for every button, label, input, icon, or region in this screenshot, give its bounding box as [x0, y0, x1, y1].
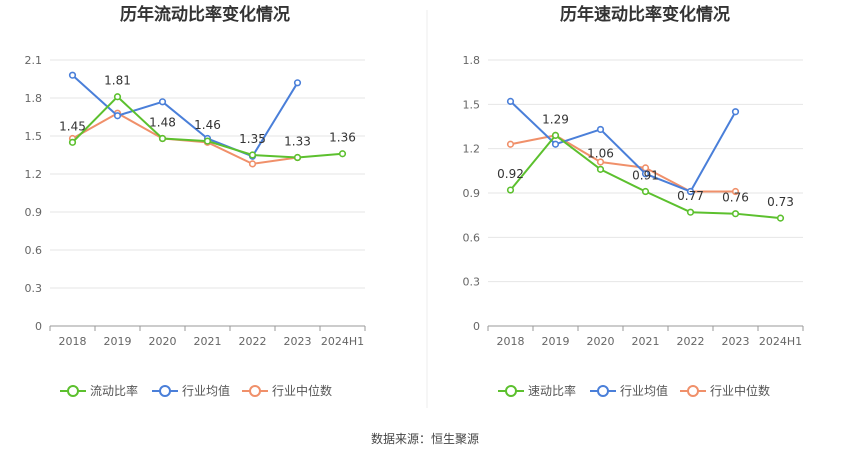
data-point [596, 125, 605, 134]
y-tick-label: 1.5 [25, 130, 43, 143]
y-tick-label: 1.8 [25, 92, 43, 105]
legend-marker [67, 385, 79, 397]
legend-marker [597, 385, 609, 397]
data-point [776, 214, 785, 222]
data-point [506, 186, 515, 194]
data-label: 0.92 [497, 167, 524, 181]
y-tick-label: 0.6 [463, 231, 481, 244]
y-tick-label: 0.3 [463, 276, 481, 289]
x-tick-label: 2020 [149, 335, 177, 348]
x-tick-label: 2024H1 [321, 335, 364, 348]
data-point [686, 187, 695, 196]
data-point [113, 93, 122, 101]
data-label: 1.06 [587, 146, 614, 160]
data-label: 1.29 [542, 112, 569, 126]
x-tick-label: 2022 [239, 335, 267, 348]
data-label: 0.73 [767, 195, 794, 209]
x-tick-label: 2018 [59, 335, 87, 348]
legend-marker [687, 385, 699, 397]
y-tick-label: 2.1 [25, 54, 43, 67]
current-ratio-chart: 历年流动比率变化情况 0 0.3 0.6 0.9 1.2 1.5 1.8 2.1 2018 2019… [25, 4, 366, 398]
x-tick-label: 2022 [677, 335, 705, 348]
legend-item[interactable]: 行业均值 [590, 383, 668, 398]
y-tick-label: 0.9 [25, 206, 43, 219]
x-tick-label: 2021 [194, 335, 222, 348]
y-tick-label: 1.2 [25, 168, 43, 181]
data-point [596, 158, 605, 166]
series-line [71, 74, 299, 158]
y-tick-label: 1.8 [463, 54, 481, 67]
legend-label: 行业均值 [182, 383, 230, 398]
x-tick-label: 2023 [722, 335, 750, 348]
data-label: 0.76 [722, 191, 749, 205]
data-label: 0.91 [632, 169, 659, 183]
x-tick-label: 2019 [542, 335, 570, 348]
y-tick-label: 1.5 [463, 98, 481, 111]
data-point [113, 112, 122, 120]
legend-item[interactable]: 行业中位数 [680, 383, 770, 398]
y-tick-label: 0.3 [25, 282, 43, 295]
legend-marker [159, 385, 171, 397]
legend-label: 行业均值 [620, 383, 668, 398]
data-point [641, 187, 650, 196]
quick-ratio-chart: 历年速动比率变化情况 0 0.3 0.6 0.9 1.2 1.5 1.8 2018 2019 202… [463, 4, 804, 398]
data-point [68, 138, 77, 146]
data-point [686, 208, 695, 216]
data-label: 0.77 [677, 189, 704, 203]
data-point [506, 97, 515, 105]
x-tick-label: 2020 [587, 335, 615, 348]
data-label: 1.45 [59, 119, 86, 133]
legend-item[interactable]: 行业均值 [152, 383, 230, 398]
data-point [641, 170, 650, 178]
y-tick-label: 0 [473, 320, 480, 333]
x-tick-label: 2018 [497, 335, 525, 348]
data-label: 1.46 [194, 118, 221, 132]
data-point [68, 71, 77, 79]
x-tick-label: 2021 [632, 335, 660, 348]
data-point [203, 137, 212, 145]
legend-marker [505, 385, 517, 397]
chart-title: 历年流动比率变化情况 [120, 4, 290, 25]
data-label: 1.48 [149, 116, 176, 130]
data-point [293, 79, 302, 87]
x-tick-label: 2023 [284, 335, 312, 348]
x-tick-label: 2019 [104, 335, 132, 348]
series-line [510, 134, 736, 193]
data-point [596, 165, 605, 173]
legend-item[interactable]: 流动比率 [60, 383, 138, 398]
data-label: 1.81 [104, 74, 131, 88]
data-point [551, 140, 560, 148]
data-point [731, 108, 740, 116]
data-point [158, 134, 167, 143]
data-point [506, 140, 515, 148]
series-line [509, 100, 737, 193]
x-tick-label: 2024H1 [759, 335, 802, 348]
y-tick-label: 0 [35, 320, 42, 333]
y-tick-label: 0.9 [463, 187, 481, 200]
data-point [731, 187, 740, 196]
data-point [731, 210, 740, 218]
data-point [338, 150, 347, 158]
y-tick-label: 0.6 [25, 244, 43, 257]
legend-item[interactable]: 速动比率 [498, 383, 576, 398]
legend-label: 行业中位数 [272, 383, 332, 398]
y-tick-label: 1.2 [463, 143, 481, 156]
data-point [158, 98, 167, 106]
data-label: 1.33 [284, 135, 311, 149]
data-point [248, 160, 257, 168]
data-point [293, 153, 302, 162]
legend-label: 行业中位数 [710, 383, 770, 398]
data-label: 1.35 [239, 132, 266, 146]
legend-marker [249, 385, 261, 397]
legend-item[interactable]: 行业中位数 [242, 383, 332, 398]
data-point [551, 131, 560, 139]
legend-label: 流动比率 [90, 383, 138, 398]
chart-title: 历年速动比率变化情况 [560, 4, 730, 25]
data-label: 1.36 [329, 131, 356, 145]
data-source: 数据来源：恒生聚源 [371, 431, 479, 446]
data-point [248, 151, 257, 159]
legend-label: 速动比率 [528, 383, 576, 398]
